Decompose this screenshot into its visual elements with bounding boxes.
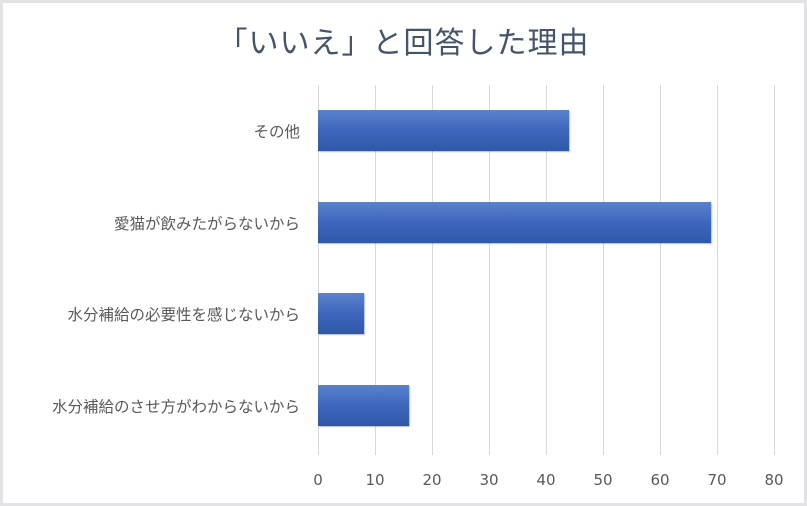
x-tick-label: 60 (650, 471, 670, 489)
gridline (660, 85, 661, 455)
x-tick-label: 20 (422, 471, 442, 489)
gridline (318, 85, 319, 455)
category-label: 水分補給のさせ方がわからないから (51, 398, 300, 416)
gridline (489, 85, 490, 455)
category-label: 水分補給の必要性を感じないから (67, 306, 300, 324)
gridline (546, 85, 547, 455)
x-tick-label: 50 (593, 471, 613, 489)
plot-area (318, 85, 775, 455)
bar (318, 110, 569, 151)
x-tick-label: 0 (313, 471, 323, 489)
gridline (375, 85, 376, 455)
chart-title: 「いいえ」と回答した理由 (217, 26, 590, 61)
gridline (603, 85, 604, 455)
gridline (432, 85, 433, 455)
x-tick-label: 30 (479, 471, 499, 489)
bar (318, 385, 410, 426)
gridline (774, 85, 775, 455)
x-tick-label: 40 (536, 471, 556, 489)
x-tick-label: 10 (365, 471, 385, 489)
x-tick-label: 80 (764, 471, 784, 489)
bar (318, 202, 712, 243)
x-tick-label: 70 (707, 471, 727, 489)
bar (318, 293, 364, 334)
category-label: その他 (253, 123, 300, 141)
category-label: 愛猫が飲みたがらないから (113, 215, 300, 233)
gridline (717, 85, 718, 455)
